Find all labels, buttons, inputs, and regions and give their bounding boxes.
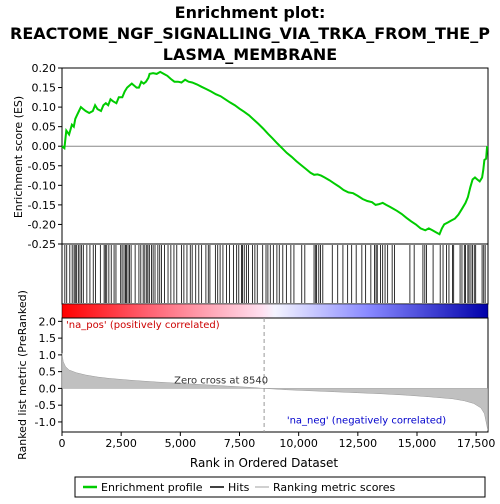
metric-y-tick-label: -0.5 [35,399,56,412]
es-plot-frame [61,67,489,245]
metric-x-tick-label: 2,500 [105,437,137,450]
enrichment-profile-line [61,70,489,236]
legend: Enrichment profile Hits Ranking metric sco… [74,476,486,498]
es-y-tick-label: 0.15 [32,82,57,95]
chart-title-line-2: REACTOME_NGF_SIGNALLING_VIA_TRKA_FROM_TH… [10,24,490,43]
chart-title-line-3: LASMA_MEMBRANE [163,45,337,64]
chart-title-line-1: Enrichment plot: [175,3,326,22]
ranked-metric-panel: 2.0 1.5 1.0 0.5 0.0 -0.5 -1.00 2,500 5,000 7,500 1… [35,315,496,450]
metric-x-tick-label: 10,000 [279,437,318,450]
metric-y-tick-label: 1.0 [39,349,57,362]
metric-y-tick-label: 1.5 [39,332,57,345]
es-y-tick-label: -0.20 [28,218,56,231]
metric-y-tick-label: -1.0 [35,416,56,429]
metric-y-tick-label: 2.0 [39,315,57,328]
metric-y-axis-label: Ranked list metric (PreRanked) [16,290,29,460]
hits-panel [61,243,489,319]
es-y-tick-label: 0.10 [32,101,57,114]
metric-x-axis-label: Rank in Ordered Dataset [190,456,338,470]
enrichment-score-panel: 0.20 0.15 0.10 0.05 0.00 -0.05 -0.10 -0.15 -0.20… [28,62,489,251]
es-y-tick-label: 0.00 [32,140,57,153]
metric-x-tick-label: 7,500 [224,437,256,450]
rank-color-bar [61,303,489,319]
es-y-axis-label: Enrichment score (ES) [12,96,25,218]
metric-x-tick-label: 12,500 [339,437,378,450]
metric-y-tick-label: 0.0 [39,382,57,395]
metric-x-tick-label: 17,500 [457,437,496,450]
es-y-tick-label: -0.25 [28,238,56,251]
legend-item-label: Hits [228,481,250,494]
legend-item-label: Enrichment profile [101,481,203,494]
hits-frame [61,243,489,305]
legend-frame [74,476,486,498]
es-y-tick-label: 0.05 [32,121,57,134]
zero-cross-label: Zero cross at 8540 [174,375,268,386]
metric-x-tick-label: 0 [59,437,66,450]
es-y-tick-label: -0.05 [28,160,56,173]
metric-x-tick-label: 15,000 [398,437,437,450]
negative-correlation-label: 'na_neg' (negatively correlated) [287,416,446,427]
es-y-tick-label: -0.10 [28,179,56,192]
ranking-metric-area [61,353,489,431]
metric-y-tick-label: 0.5 [39,366,57,379]
es-y-tick-label: -0.15 [28,199,56,212]
metric-plot-frame [61,317,489,433]
es-y-tick-label: 0.20 [32,62,57,75]
positive-correlation-label: 'na_pos' (positively correlated) [66,320,220,331]
metric-x-tick-label: 5,000 [165,437,197,450]
legend-item-label: Ranking metric scores [273,481,395,494]
